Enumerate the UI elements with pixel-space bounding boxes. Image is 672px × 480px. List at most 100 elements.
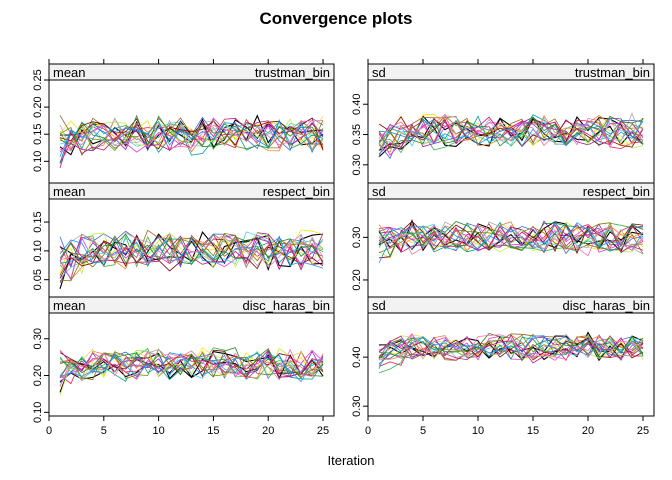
x-tick-label: 20 (262, 425, 274, 437)
x-axis-label: Iteration (328, 453, 375, 468)
chain-trace-13 (59, 349, 324, 378)
chain-trace-17 (59, 349, 324, 379)
chain-trace-2 (59, 353, 324, 383)
chain-trace-19 (59, 235, 324, 269)
chain-trace-17 (59, 235, 324, 271)
y-tick-label: 0.15 (32, 211, 44, 232)
chain-trace-18 (378, 221, 644, 258)
chain-trace-4 (378, 333, 644, 374)
chain-trace-16 (59, 117, 324, 149)
trace-group (59, 347, 324, 396)
y-tick-label: 0.10 (32, 151, 44, 172)
y-tick-label: 0.10 (32, 402, 44, 423)
chain-trace-14 (378, 115, 644, 149)
chain-trace-11 (59, 347, 324, 396)
strip-variable-label: respect_bin (583, 184, 650, 199)
y-tick-label: 0.40 (351, 346, 363, 367)
y-tick-label: 0.30 (351, 227, 363, 248)
y-tick-label: 0.20 (32, 96, 44, 117)
panel-sd-respect-bin: sd respect_bin 0.20 0.30 (351, 182, 655, 298)
panel-sd-disc-haras-bin: sd disc_haras_bin 0.30 0.40 (351, 296, 655, 417)
chain-trace-20 (59, 233, 324, 268)
strip-stat-label: sd (372, 298, 386, 313)
panel-grid: mean trustman_bin 0.10 0.15 0.20 0.25 sd trustm… (32, 63, 655, 423)
x-tick-label: 0 (365, 425, 371, 437)
strip-stat-label: sd (372, 184, 386, 199)
strip-stat-label: mean (53, 298, 86, 313)
chain-trace-9 (378, 118, 644, 148)
panel-mean-trustman-bin: mean trustman_bin 0.10 0.15 0.20 0.25 (32, 63, 335, 184)
x-tick-label: 20 (582, 425, 594, 437)
chain-trace-18 (59, 233, 324, 265)
figure-title: Convergence plots (259, 9, 412, 28)
chain-trace-13 (378, 116, 644, 148)
chain-trace-1 (378, 219, 644, 253)
x-axis-2: 0 5 10 15 20 25 (365, 416, 649, 437)
x-tick-label: 15 (527, 425, 539, 437)
strip-variable-label: disc_haras_bin (563, 298, 650, 313)
x-tick-label: 0 (46, 425, 52, 437)
y-tick-label: 0.15 (32, 123, 44, 144)
chain-trace-17 (378, 224, 644, 253)
chain-trace-14 (59, 232, 324, 282)
strip-variable-label: trustman_bin (255, 65, 330, 80)
chain-trace-19 (378, 120, 644, 157)
chain-trace-15 (59, 237, 324, 266)
chain-trace-17 (378, 335, 644, 364)
panel-frame (48, 312, 335, 417)
panel-mean-respect-bin: mean respect_bin 0.05 0.10 0.15 (32, 182, 335, 298)
trace-group (378, 331, 644, 374)
y-tick-label: 0.40 (351, 94, 363, 115)
x-tick-label: 5 (101, 425, 107, 437)
strip-stat-label: mean (53, 65, 86, 80)
trace-group (378, 219, 644, 264)
chain-trace-5 (378, 221, 644, 252)
chain-trace-13 (378, 337, 644, 361)
trace-group (59, 229, 324, 289)
trace-group (378, 112, 644, 160)
strip-variable-label: respect_bin (263, 184, 330, 199)
y-tick-label: 0.25 (32, 69, 44, 90)
chain-trace-18 (59, 114, 324, 149)
chain-trace-20 (59, 120, 324, 153)
strip-variable-label: trustman_bin (575, 65, 650, 80)
chain-trace-6 (378, 119, 644, 160)
x-axis-1: 0 5 10 15 20 25 (46, 416, 329, 437)
x-tick-label: 15 (207, 425, 219, 437)
chain-trace-20 (378, 223, 644, 257)
chain-trace-5 (59, 229, 324, 275)
chain-trace-15 (378, 221, 644, 253)
x-tick-label: 5 (420, 425, 426, 437)
strip-stat-label: sd (372, 65, 386, 80)
chain-trace-19 (378, 335, 644, 369)
chain-trace-17 (378, 116, 644, 155)
y-tick-label: 0.05 (32, 269, 44, 290)
chain-trace-11 (59, 116, 324, 150)
chain-trace-20 (59, 348, 324, 388)
x-axes: 0 5 10 15 20 25 0 5 10 15 20 25 (46, 59, 649, 437)
chain-trace-18 (378, 115, 644, 149)
y-tick-label: 0.20 (351, 269, 363, 290)
y-tick-label: 0.35 (351, 124, 363, 145)
chain-trace-20 (378, 113, 644, 149)
chain-trace-15 (59, 351, 324, 382)
x-tick-label: 10 (472, 425, 484, 437)
chain-trace-8 (378, 334, 644, 366)
panel-sd-trustman-bin: sd trustman_bin 0.30 0.35 0.40 (351, 63, 655, 184)
chain-trace-12 (378, 115, 644, 151)
chain-trace-11 (378, 120, 644, 157)
chain-trace-15 (59, 118, 324, 164)
chain-trace-10 (378, 224, 644, 253)
chain-trace-19 (59, 351, 324, 383)
chain-trace-15 (378, 336, 644, 360)
panel-frame (367, 312, 655, 417)
chain-trace-7 (59, 117, 324, 153)
y-tick-label: 0.30 (32, 328, 44, 349)
y-tick-label: 0.30 (351, 395, 363, 416)
x-tick-label: 25 (637, 425, 649, 437)
chain-trace-19 (378, 221, 644, 264)
panel-mean-disc-haras-bin: mean disc_haras_bin 0.10 0.20 0.30 (32, 296, 335, 423)
y-tick-label: 0.30 (351, 154, 363, 175)
chain-trace-14 (59, 120, 324, 156)
chain-trace-1 (378, 335, 644, 362)
